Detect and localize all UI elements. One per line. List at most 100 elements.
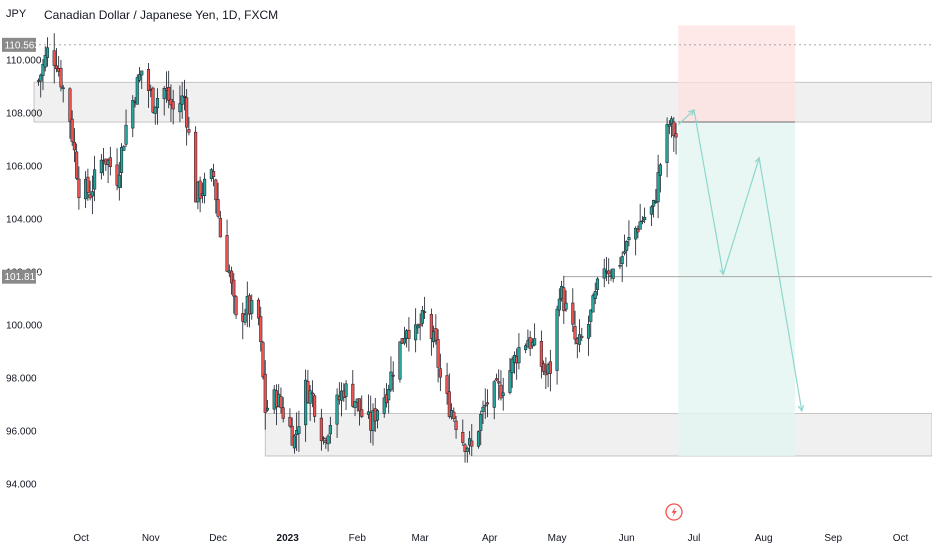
candle-body [665, 124, 669, 163]
candle-body [589, 309, 593, 322]
candle [438, 353, 442, 392]
candle-body [72, 141, 76, 151]
candle [212, 163, 216, 187]
candle [517, 333, 521, 370]
projection-arrowhead [688, 109, 696, 116]
candle-body [117, 174, 121, 188]
candle-body [41, 63, 45, 76]
candle-body [68, 88, 72, 122]
candle-body [203, 178, 207, 196]
candle [548, 349, 552, 392]
candle-body [389, 371, 393, 391]
candle [423, 296, 427, 320]
candle-body [586, 324, 591, 339]
candle [214, 178, 218, 214]
candle [86, 168, 90, 201]
candle-body [75, 151, 79, 179]
candle-body [263, 373, 267, 413]
candle [627, 220, 631, 247]
candle [357, 398, 362, 426]
candle [418, 313, 422, 341]
candle [151, 86, 155, 114]
candle [389, 356, 393, 392]
candle [402, 326, 406, 346]
candle [573, 310, 577, 345]
candle [656, 154, 660, 219]
candle-body [59, 67, 63, 88]
candle-body [86, 176, 90, 193]
candle-body [591, 295, 595, 313]
candle-body [151, 87, 155, 113]
candle-body [483, 404, 487, 407]
candle-body [310, 392, 314, 395]
y-tick-label: 108.000 [6, 108, 43, 119]
candle [454, 415, 458, 439]
candle [137, 66, 142, 83]
stop-loss-zone [678, 25, 796, 123]
candle-body [640, 220, 644, 223]
candle [634, 226, 638, 256]
candle [674, 123, 678, 155]
candle [360, 395, 364, 419]
candle [310, 380, 314, 408]
candle-body [524, 345, 528, 351]
candle [353, 401, 357, 417]
candle-body [292, 435, 296, 449]
candle [292, 434, 296, 454]
candle-body [171, 101, 175, 110]
candle [180, 81, 184, 119]
candle [589, 309, 593, 337]
candle [344, 380, 348, 410]
candle [470, 424, 474, 457]
candle-body [420, 310, 424, 324]
candle [322, 436, 326, 445]
candle [41, 58, 45, 91]
candle-body [281, 407, 285, 419]
candle-body [99, 159, 103, 174]
candle [198, 176, 202, 213]
candle [185, 89, 189, 146]
candle [654, 188, 658, 205]
candle-body [607, 270, 611, 275]
candle [497, 369, 501, 401]
candle-body [479, 414, 483, 431]
candle-body [214, 179, 218, 201]
candle-body [216, 199, 220, 217]
candle-body [481, 406, 485, 413]
candle [586, 315, 591, 356]
candle-body [187, 129, 191, 133]
x-tick-label: Nov [142, 533, 160, 544]
candle-body [510, 358, 514, 374]
candle-body [674, 133, 678, 138]
candle [203, 172, 207, 204]
candle [611, 268, 615, 283]
candle [297, 410, 301, 453]
x-tick-label: Apr [482, 533, 498, 544]
candle-body [180, 95, 184, 105]
candle-body [571, 302, 575, 325]
candle [407, 317, 411, 352]
candle-body [162, 87, 166, 100]
candle [216, 182, 220, 219]
candle [68, 87, 72, 139]
candle [313, 393, 317, 423]
candle [281, 397, 285, 423]
lightning-icon[interactable] [665, 503, 683, 521]
icons-layer [665, 503, 683, 521]
candle [75, 143, 79, 181]
candle-body [593, 291, 597, 299]
x-tick-label: Mar [412, 533, 430, 544]
candle-body [279, 396, 283, 409]
candle [72, 128, 76, 163]
candle [571, 288, 575, 332]
candle [577, 319, 582, 353]
candle-body [618, 265, 622, 267]
candle-body [322, 437, 326, 440]
candle [670, 116, 674, 138]
candle [326, 434, 330, 452]
candle-body [548, 361, 552, 374]
chart-title: Canadian Dollar / Japanese Yen, 1D, FXCM [44, 8, 279, 22]
candle [194, 126, 198, 203]
candle-body [153, 106, 157, 114]
